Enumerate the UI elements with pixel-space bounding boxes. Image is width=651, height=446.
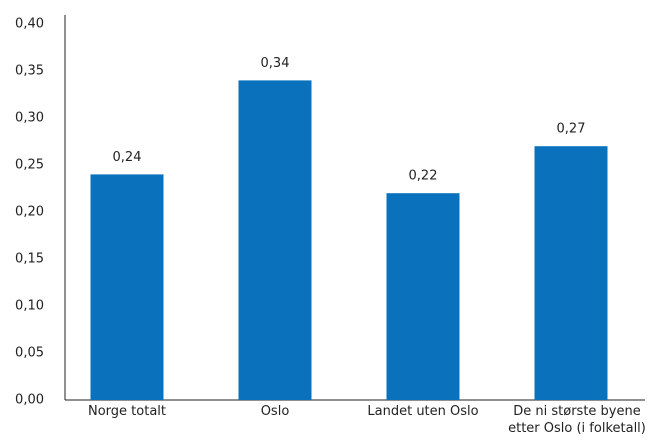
bar [386,193,460,400]
x-tick-label: Landet uten Oslo [367,404,479,419]
bar [90,174,164,400]
y-tick-label: 0,15 [15,252,44,267]
y-tick-label: 0,10 [15,299,44,314]
value-label: 0,22 [409,169,438,184]
y-tick-label: 0,30 [15,111,44,126]
value-label: 0,34 [261,56,290,71]
x-tick-label: Oslo [260,404,290,419]
value-label: 0,27 [557,122,586,137]
value-label: 0,24 [113,150,142,165]
x-tick-label: Norge totalt [88,404,166,419]
y-tick-label: 0,25 [15,158,44,173]
y-tick-label: 0,05 [15,346,44,361]
y-tick-label: 0,20 [15,205,44,220]
y-tick-label: 0,00 [15,393,44,408]
y-tick-label: 0,40 [15,17,44,32]
y-tick-label: 0,35 [15,64,44,79]
bar [238,80,312,401]
bar [534,146,608,400]
x-tick-label: De ni største byene etter Oslo (i folket… [508,404,646,436]
